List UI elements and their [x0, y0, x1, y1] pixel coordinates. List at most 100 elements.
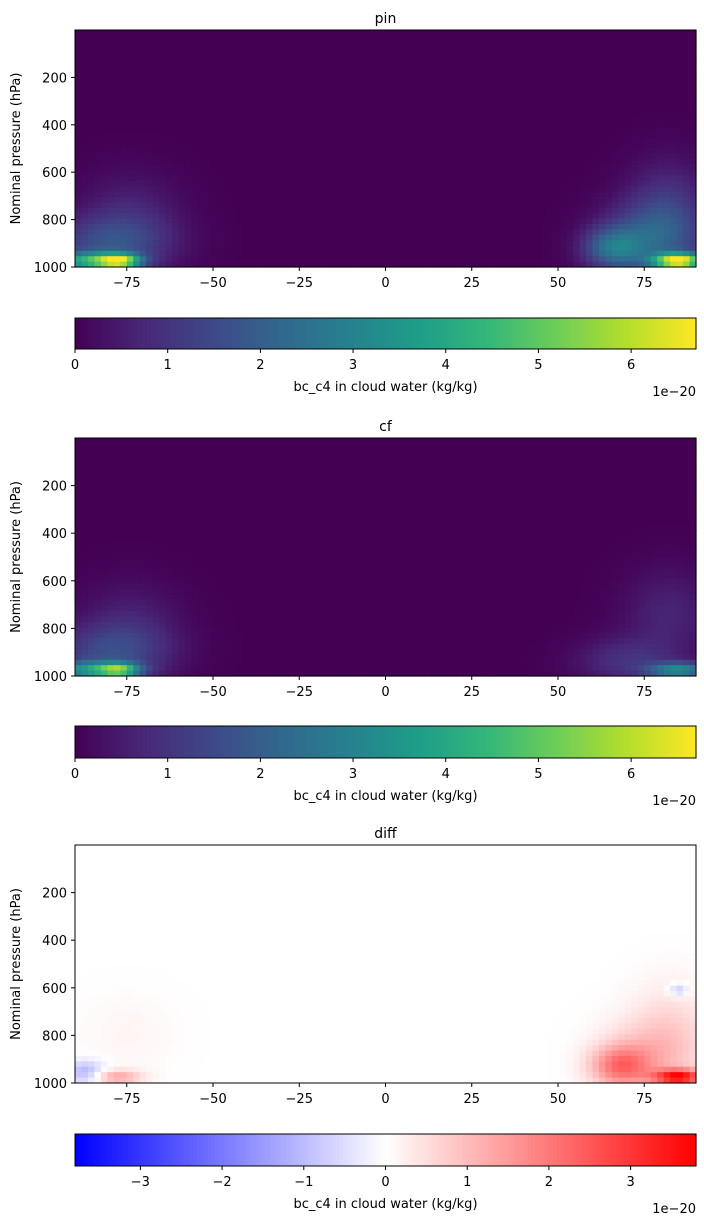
heatmap-cell — [598, 459, 607, 466]
heatmap-cell — [327, 143, 335, 150]
heatmap-cell — [521, 56, 529, 63]
heatmap-cell — [573, 164, 581, 171]
heatmap-cell — [333, 223, 341, 230]
heatmap-cell — [417, 30, 425, 36]
heatmap-cell — [249, 191, 257, 198]
heatmap-cell — [340, 261, 348, 268]
heatmap-cell — [437, 83, 445, 90]
heatmap-cell — [301, 62, 309, 69]
heatmap-cell — [676, 261, 684, 268]
heatmap-cell — [340, 73, 348, 80]
heatmap-cell — [508, 30, 516, 36]
heatmap-cell — [340, 229, 348, 236]
heatmap-cell — [411, 46, 419, 53]
heatmap-cell — [223, 213, 231, 220]
heatmap-cell — [514, 40, 522, 47]
heatmap-cell — [469, 240, 477, 247]
heatmap-cell — [631, 438, 639, 445]
heatmap-cell — [107, 202, 115, 209]
heatmap-cell — [107, 40, 115, 47]
heatmap-cell — [172, 35, 180, 42]
heatmap-cell — [165, 261, 173, 268]
heatmap-cell — [527, 256, 535, 263]
heatmap-cell — [385, 137, 393, 144]
heatmap-cell — [307, 207, 315, 214]
heatmap-cell — [191, 261, 199, 268]
heatmap-cell — [223, 62, 231, 69]
heatmap-cell — [107, 148, 115, 155]
heatmap-cell — [534, 116, 542, 123]
heatmap-cell — [385, 448, 393, 455]
heatmap-cell — [269, 56, 277, 63]
heatmap-cell — [391, 454, 400, 461]
heatmap-cell — [359, 78, 367, 85]
heatmap-cell — [482, 62, 490, 69]
heatmap-cell — [100, 153, 108, 160]
heatmap-cell — [81, 465, 89, 472]
heatmap-cell — [553, 116, 561, 123]
heatmap-cell — [139, 159, 147, 166]
chart-panel-cf: cf−75 −50 −25 0 25 50 752004006008001000Nomina… — [9, 419, 697, 809]
heatmap-cell — [191, 438, 199, 445]
heatmap-cell — [424, 116, 432, 123]
heatmap-cell — [489, 148, 497, 155]
heatmap-cell — [540, 186, 548, 193]
heatmap-cell — [327, 148, 335, 155]
heatmap-cell — [327, 234, 335, 241]
heatmap-cell — [204, 89, 212, 96]
heatmap-cell — [450, 438, 458, 445]
heatmap-cell — [424, 153, 432, 160]
heatmap-cell — [650, 175, 658, 182]
heatmap-cell — [178, 245, 186, 252]
heatmap-cell — [560, 89, 568, 96]
heatmap-cell — [385, 186, 393, 193]
heatmap-cell — [249, 78, 257, 85]
heatmap-cell — [424, 132, 432, 139]
heatmap-cell — [521, 213, 529, 220]
heatmap-cell — [527, 245, 535, 252]
heatmap-cell — [540, 105, 548, 112]
heatmap-cell — [366, 256, 374, 263]
heatmap-cell — [624, 73, 632, 80]
heatmap-cell — [592, 62, 600, 69]
heatmap-cell — [611, 218, 619, 225]
heatmap-cell — [534, 121, 542, 128]
colorbar-segment — [472, 318, 477, 349]
heatmap-cell — [514, 67, 522, 74]
heatmap-cell — [631, 73, 639, 80]
colorbar-segment — [584, 318, 588, 349]
heatmap-cell — [113, 448, 121, 455]
heatmap-cell — [611, 78, 619, 85]
heatmap-cell — [236, 30, 244, 36]
heatmap-cell — [657, 73, 665, 80]
heatmap-cell — [450, 73, 458, 80]
heatmap-cell — [366, 223, 374, 230]
heatmap-cell — [404, 56, 412, 63]
heatmap-cell — [294, 40, 303, 47]
heatmap-cell — [417, 448, 425, 455]
heatmap-cell — [553, 207, 561, 214]
heatmap-cell — [508, 116, 516, 123]
heatmap-cell — [689, 229, 697, 236]
heatmap-cell — [333, 191, 341, 198]
heatmap-cell — [476, 443, 484, 450]
heatmap-cell — [605, 46, 613, 53]
heatmap-cell — [417, 175, 425, 182]
heatmap-cell — [443, 51, 451, 58]
heatmap-cell — [353, 51, 361, 58]
heatmap-cell — [197, 465, 205, 472]
heatmap-cell — [676, 240, 684, 247]
colorbar-segment — [522, 318, 526, 349]
heatmap-cell — [411, 56, 419, 63]
colorbar-segment — [574, 318, 579, 349]
heatmap-cell — [411, 110, 419, 117]
heatmap-cell — [191, 196, 199, 203]
heatmap-cell — [379, 196, 387, 203]
heatmap-cell — [126, 196, 134, 203]
heatmap-cell — [191, 153, 199, 160]
heatmap-cell — [236, 89, 244, 96]
heatmap-cell — [197, 191, 205, 198]
x-tick-label: −50 — [199, 276, 226, 291]
heatmap-cell — [424, 51, 432, 58]
heatmap-cell — [437, 143, 445, 150]
